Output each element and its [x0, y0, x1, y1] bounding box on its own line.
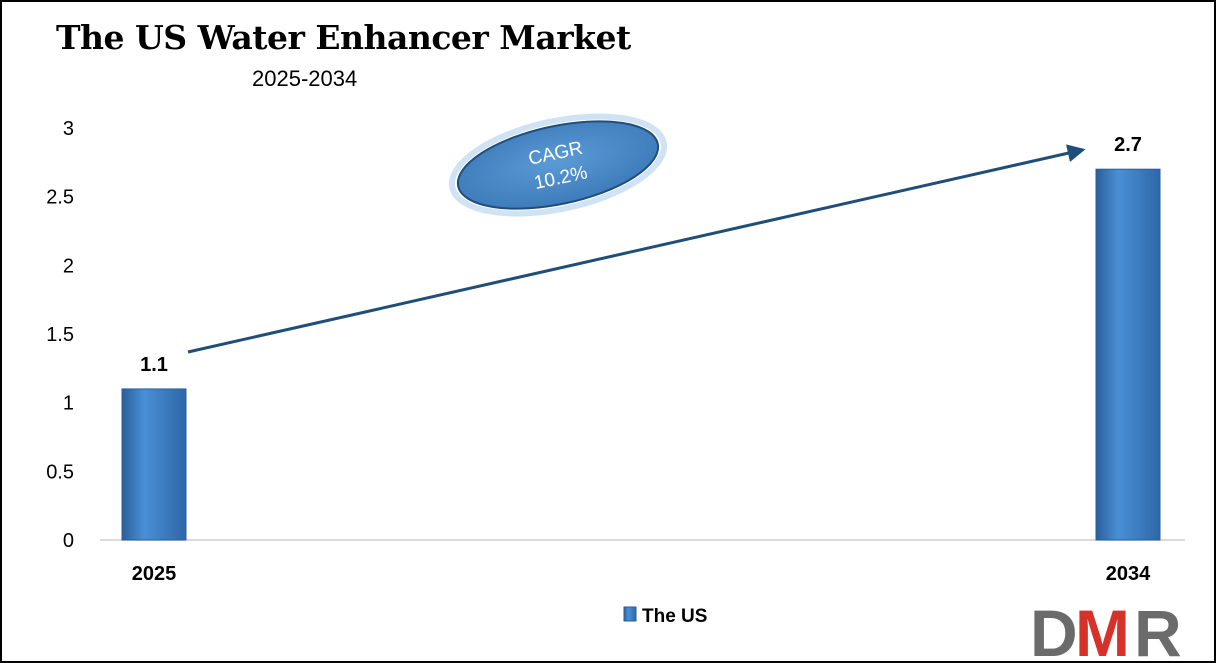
- y-axis-ticks: 0 0.5 1 1.5 2 2.5 3: [46, 118, 74, 552]
- x-axis-labels: 2025 2034: [132, 563, 1151, 585]
- legend-label: The US: [642, 606, 707, 627]
- y-tick-label: 2: [63, 255, 74, 277]
- legend: The US: [623, 606, 707, 627]
- y-tick-label: 1.5: [46, 324, 74, 346]
- bars: [121, 168, 1161, 541]
- y-tick-label: 0.5: [46, 461, 74, 483]
- y-tick-label: 1: [63, 393, 74, 415]
- chart-subtitle: 2025-2034: [252, 66, 358, 91]
- logo-letter-d: D: [1030, 596, 1078, 663]
- value-labels: 1.1 2.7: [140, 134, 1142, 376]
- chart-title: The US Water Enhancer Market: [56, 18, 631, 57]
- cagr-arrow: [187, 144, 1086, 354]
- y-tick-label: 3: [63, 118, 74, 140]
- y-tick-label: 0: [63, 530, 74, 552]
- value-label-2034: 2.7: [1114, 134, 1142, 156]
- legend-swatch: [623, 606, 637, 622]
- bar-2025: [121, 388, 187, 541]
- x-tick-label-2034: 2034: [1106, 563, 1151, 585]
- bar-2034: [1095, 168, 1161, 541]
- dmr-logo: D M R: [1030, 596, 1182, 663]
- logo-letter-m: M: [1075, 596, 1130, 663]
- value-label-2025: 1.1: [140, 354, 168, 376]
- cagr-badge: CAGR 10.2%: [448, 113, 668, 217]
- logo-letter-r: R: [1134, 596, 1182, 663]
- y-tick-label: 2.5: [46, 187, 74, 209]
- x-tick-label-2025: 2025: [132, 563, 177, 585]
